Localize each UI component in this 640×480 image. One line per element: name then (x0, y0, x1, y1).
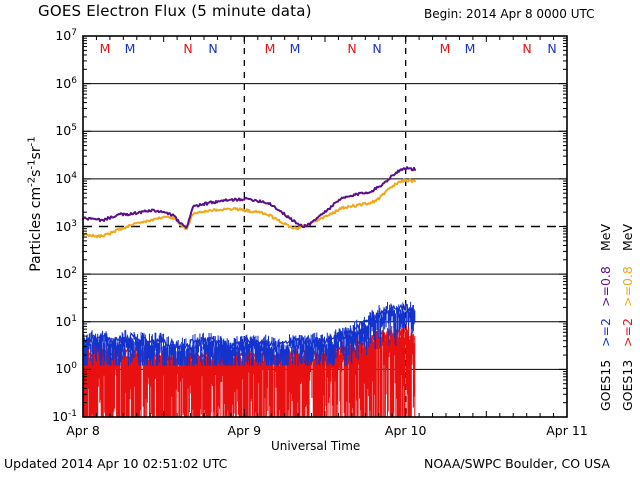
y-tick-label: 102 (55, 265, 77, 282)
activity-flag-n: N (522, 41, 532, 56)
series-goes15-0-8-mev (82, 166, 416, 229)
legend-satellite: GOES15 (598, 359, 613, 411)
series-goes13-0-8-mev (82, 178, 416, 239)
x-axis-label: Universal Time (271, 439, 361, 453)
x-tick-label: Apr 11 (546, 423, 588, 438)
x-tick-label: Apr 10 (384, 423, 427, 438)
y-tick-label: 106 (55, 75, 77, 91)
activity-flag-n: N (547, 41, 557, 56)
x-tick-label: Apr 9 (227, 423, 262, 438)
y-tick-label: 104 (55, 170, 77, 186)
series-goes15-2-mev (82, 301, 416, 366)
activity-flag-m: M (289, 41, 301, 56)
source-credit: NOAA/SWPC Boulder, CO USA (424, 456, 610, 471)
y-tick-label: 101 (55, 313, 77, 329)
activity-flag-n: N (208, 41, 218, 56)
activity-flag-n: N (347, 41, 357, 56)
legend-unit: MeV (598, 223, 613, 251)
y-tick-label: 107 (55, 27, 77, 43)
y-tick-label: 10-1 (52, 408, 77, 424)
y-tick-label: 105 (55, 123, 77, 139)
chart-title: GOES Electron Flux (5 minute data) (38, 2, 312, 20)
legend-energy-08mev: >=0.8 (598, 266, 613, 307)
series-envelope (82, 303, 415, 352)
legend-unit: MeV (620, 223, 635, 251)
x-tick-label: Apr 8 (66, 423, 100, 438)
updated-timestamp: Updated 2014 Apr 10 02:51:02 UTC (4, 456, 228, 471)
activity-flag-m: M (464, 41, 476, 56)
activity-flag-m: M (264, 41, 276, 56)
activity-flag-n: N (372, 41, 382, 56)
activity-flag-m: M (124, 41, 136, 56)
y-tick-label: 103 (55, 218, 77, 234)
begin-time-label: Begin: 2014 Apr 8 0000 UTC (424, 7, 595, 21)
legend-energy-2mev: >=2 (620, 318, 635, 347)
activity-flag-n: N (183, 41, 193, 56)
y-tick-label: 100 (55, 361, 77, 377)
legend-energy-2mev: >=2 (598, 318, 613, 347)
activity-flag-m: M (439, 41, 451, 56)
legend-satellite: GOES13 (620, 359, 635, 411)
activity-flag-m: M (99, 41, 111, 56)
legend-energy-08mev: >=0.8 (620, 266, 635, 307)
